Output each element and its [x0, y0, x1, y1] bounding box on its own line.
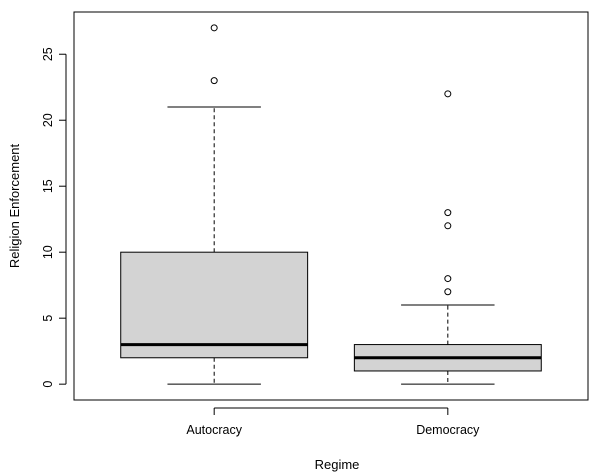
plot-frame: [73, 11, 589, 401]
y-tick-label: 10: [41, 245, 55, 259]
outlier-point: [444, 288, 452, 296]
outlier-point: [210, 77, 218, 85]
box-autocracy: [120, 24, 309, 385]
x-axis: Autocracy Democracy: [186, 407, 480, 437]
y-tick-label: 5: [41, 315, 55, 322]
outlier-point: [210, 24, 218, 32]
x-tick-label: Democracy: [416, 423, 480, 437]
y-tick-label: 20: [41, 113, 55, 127]
y-axis: 0 5 10 15 20 25: [41, 47, 67, 388]
boxes-layer: [120, 24, 542, 385]
y-axis-title: Religion Enforcement: [7, 143, 22, 268]
outlier-point: [444, 275, 452, 283]
y-tick-label: 25: [41, 47, 55, 61]
y-tick-label: 0: [41, 381, 55, 388]
outlier-point: [444, 222, 452, 230]
y-tick-label: 15: [41, 179, 55, 193]
outlier-point: [444, 90, 452, 98]
x-tick-label: Autocracy: [186, 423, 242, 437]
iqr-box: [120, 251, 309, 359]
outlier-point: [444, 209, 452, 217]
x-axis-title: Regime: [315, 457, 360, 472]
box-democracy: [353, 90, 542, 385]
